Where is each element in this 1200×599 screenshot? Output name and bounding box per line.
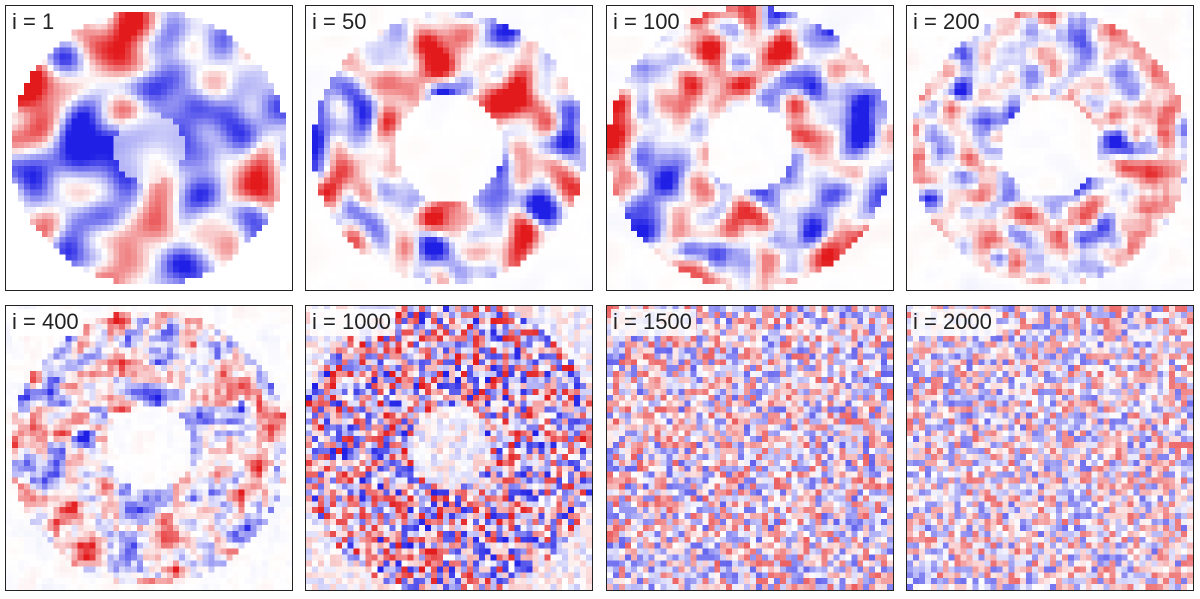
heatmap	[306, 6, 592, 290]
panel-label: i = 2000	[911, 309, 996, 336]
panel-i-200: i = 200	[906, 5, 1194, 291]
heatmap	[907, 6, 1193, 290]
heatmap	[607, 306, 893, 590]
panel-i-1500: i = 1500	[606, 305, 894, 591]
heatmap	[306, 306, 592, 590]
panel-i-50: i = 50	[305, 5, 593, 291]
heatmap	[607, 6, 893, 290]
panel-i-1: i = 1	[5, 5, 293, 291]
panel-label: i = 100	[611, 9, 684, 36]
panel-label: i = 50	[310, 9, 371, 36]
panel-i-2000: i = 2000	[906, 305, 1194, 591]
panel-label: i = 400	[10, 309, 83, 336]
panel-i-1000: i = 1000	[305, 305, 593, 591]
heatmap	[6, 306, 292, 590]
panel-label: i = 1000	[310, 309, 395, 336]
panel-label: i = 1500	[611, 309, 696, 336]
panel-label: i = 200	[911, 9, 984, 36]
heatmap	[907, 306, 1193, 590]
panel-label: i = 1	[10, 9, 59, 36]
panel-i-100: i = 100	[606, 5, 894, 291]
heatmap	[6, 6, 292, 290]
panel-i-400: i = 400	[5, 305, 293, 591]
